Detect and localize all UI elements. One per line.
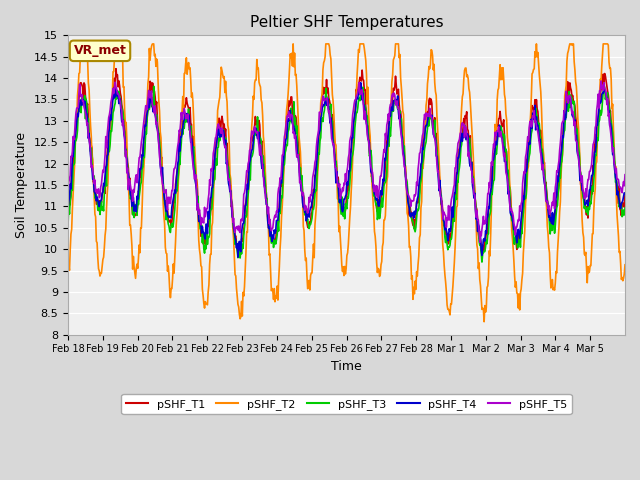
pSHF_T3 — [280, 162, 288, 168]
pSHF_T4 — [406, 204, 413, 210]
Line: pSHF_T2: pSHF_T2 — [68, 44, 625, 322]
pSHF_T5 — [621, 172, 629, 178]
pSHF_T3 — [478, 259, 486, 265]
pSHF_T2 — [233, 286, 241, 291]
pSHF_T4 — [357, 80, 365, 85]
pSHF_T5 — [435, 185, 443, 191]
Line: pSHF_T5: pSHF_T5 — [68, 81, 625, 242]
pSHF_T2 — [282, 136, 289, 142]
pSHF_T3 — [600, 83, 608, 89]
pSHF_T1 — [478, 252, 486, 258]
pSHF_T4 — [232, 237, 239, 243]
pSHF_T2 — [621, 262, 629, 268]
pSHF_T4 — [621, 191, 629, 196]
pSHF_T1 — [233, 241, 241, 247]
pSHF_T4 — [436, 191, 444, 196]
pSHF_T5 — [280, 134, 288, 140]
pSHF_T5 — [404, 191, 412, 197]
pSHF_T4 — [129, 195, 137, 201]
pSHF_T4 — [64, 205, 72, 211]
pSHF_T3 — [129, 209, 137, 215]
X-axis label: Time: Time — [331, 360, 362, 373]
pSHF_T4 — [234, 254, 242, 260]
pSHF_T1 — [112, 66, 120, 72]
pSHF_T1 — [260, 171, 268, 177]
pSHF_T5 — [476, 240, 484, 245]
pSHF_T2 — [436, 177, 444, 182]
pSHF_T1 — [436, 178, 444, 184]
pSHF_T1 — [131, 207, 138, 213]
Legend: pSHF_T1, pSHF_T2, pSHF_T3, pSHF_T4, pSHF_T5: pSHF_T1, pSHF_T2, pSHF_T3, pSHF_T4, pSHF… — [122, 394, 572, 414]
Line: pSHF_T1: pSHF_T1 — [68, 69, 625, 255]
pSHF_T5 — [129, 187, 137, 192]
pSHF_T4 — [282, 142, 289, 148]
pSHF_T2 — [260, 141, 268, 147]
pSHF_T5 — [597, 78, 605, 84]
Y-axis label: Soil Temperature: Soil Temperature — [15, 132, 28, 238]
pSHF_T3 — [621, 205, 629, 211]
pSHF_T5 — [260, 172, 268, 178]
pSHF_T4 — [260, 175, 268, 181]
pSHF_T3 — [435, 178, 443, 183]
Title: Peltier SHF Temperatures: Peltier SHF Temperatures — [250, 15, 444, 30]
pSHF_T5 — [64, 192, 72, 198]
Text: VR_met: VR_met — [74, 44, 127, 57]
pSHF_T2 — [131, 264, 138, 270]
pSHF_T1 — [621, 191, 629, 197]
pSHF_T3 — [404, 190, 412, 195]
Line: pSHF_T4: pSHF_T4 — [68, 83, 625, 257]
Line: pSHF_T3: pSHF_T3 — [68, 86, 625, 262]
pSHF_T3 — [64, 222, 72, 228]
pSHF_T3 — [260, 154, 268, 159]
pSHF_T2 — [480, 319, 488, 324]
pSHF_T2 — [77, 41, 85, 47]
pSHF_T2 — [404, 223, 412, 229]
pSHF_T3 — [232, 238, 239, 243]
pSHF_T5 — [232, 225, 239, 230]
pSHF_T1 — [282, 139, 289, 145]
pSHF_T1 — [64, 204, 72, 210]
pSHF_T1 — [404, 198, 412, 204]
pSHF_T2 — [64, 265, 72, 271]
